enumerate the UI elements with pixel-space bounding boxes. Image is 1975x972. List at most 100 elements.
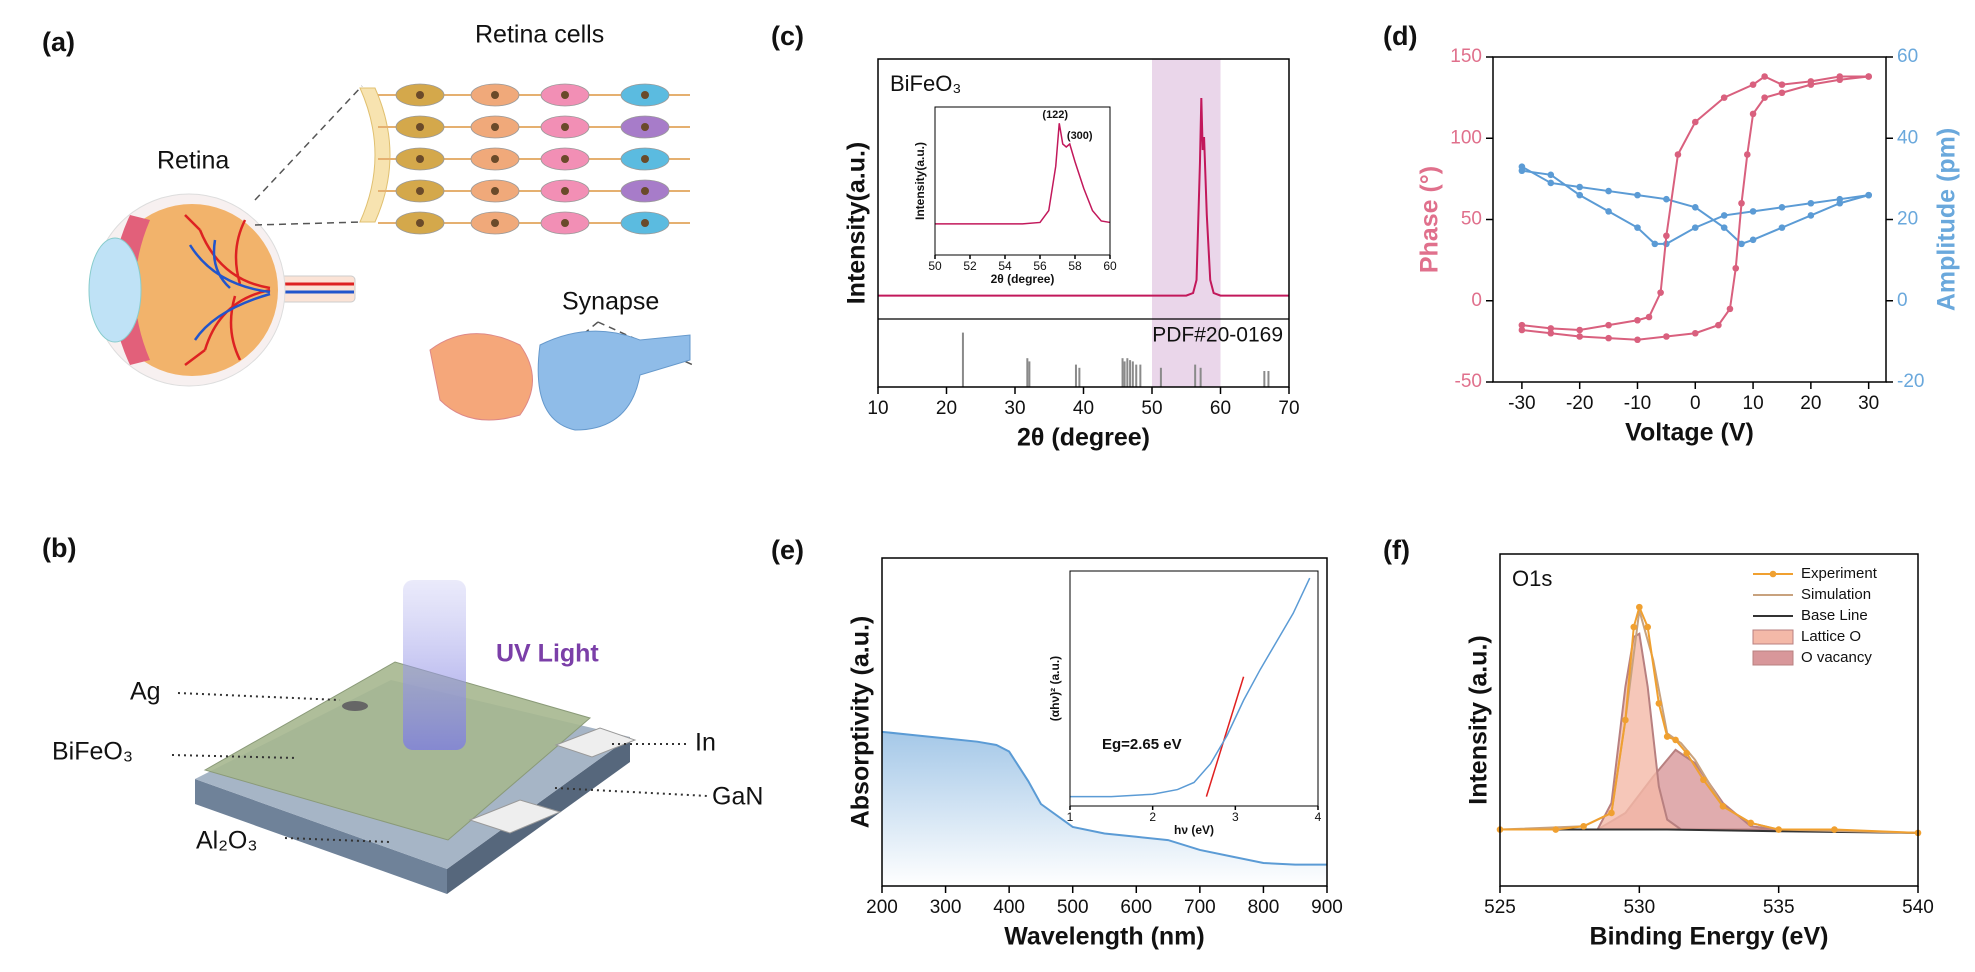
y2-tick-label: -20 [1897,371,1924,392]
plot-frame [1492,56,1887,383]
pre-synapse [429,333,533,421]
y-tick-label: 150 [1450,46,1482,67]
marker [1622,716,1629,724]
x-tick-label: 525 [1484,897,1516,918]
marker [1778,224,1786,231]
nucleus [561,187,569,195]
substrate-side [195,779,447,894]
marker [1738,199,1745,207]
y-axis-label: Intensity(a.u.) [843,142,871,305]
ag-electrode [342,701,368,711]
x-axis-label: Binding Energy (eV) [1590,923,1829,951]
label: BiFeO₃ [52,738,133,766]
marker [1518,321,1526,329]
x-tick-label: 600 [1120,897,1152,918]
label: Retina [157,147,229,175]
nucleus [641,155,649,163]
marker [1518,326,1526,334]
marker [1749,208,1757,215]
marker [1605,334,1612,342]
nucleus [491,155,499,163]
y-axis-label: Absorptivity (a.u.) [847,616,875,829]
marker [1743,151,1751,158]
x-tick-label: 10 [1743,393,1764,414]
eye [106,204,278,376]
marker [1547,325,1555,332]
marker [1778,81,1786,88]
marker [1749,110,1757,118]
marker [1738,240,1745,248]
marker [1831,826,1838,833]
marker [1518,167,1526,175]
x-axis-label: hν (eV) [1174,823,1214,837]
line [1521,169,1869,245]
y-axis-label: Phase (°) [1416,166,1444,273]
plot-frame [1069,570,1319,807]
x-tick-label: -20 [1566,393,1593,414]
zoom-line [254,85,363,226]
y-tick-label: 50 [1461,209,1482,230]
legend-label: Experiment [1801,565,1878,582]
marker [1732,264,1740,272]
marker [1663,232,1670,240]
marker [1630,623,1638,631]
legend-swatch [1752,650,1794,666]
line [1205,676,1245,797]
marker [1608,809,1615,817]
line [878,97,1289,297]
peak-label: (300) [1067,130,1093,142]
y-tick-label: -50 [1455,371,1482,392]
nucleus [491,219,499,227]
x-tick-label: 500 [1057,897,1089,918]
annotation: Eg=2.65 eV [1102,736,1182,753]
marker [1634,191,1641,199]
marker [1761,73,1768,80]
marker [1547,329,1555,337]
x-tick-label: 54 [998,259,1012,273]
x-tick-label: 300 [930,897,962,918]
x-tick-label: 10 [867,398,888,419]
x-tick-label: 535 [1763,897,1795,918]
post-synapse [537,330,691,431]
marker [1720,224,1728,231]
panel-label: (b) [42,533,76,563]
marker [1580,822,1587,830]
y-axis-label: (αhν)² (a.u.) [1048,656,1062,721]
marker [1747,819,1755,827]
y-axis-label: Intensity (a.u.) [1465,635,1493,804]
marker [1719,803,1727,810]
bifeo3-layer [203,661,592,841]
legend-label: O vacancy [1801,649,1872,666]
label: Ag [130,678,161,706]
x-tick-label: 200 [866,897,898,918]
in-electrode [468,799,562,834]
marker [1663,733,1671,740]
marker [1778,204,1786,211]
x-tick-label: 60 [1210,398,1231,419]
retina-layer [359,87,391,223]
leader [554,787,709,797]
annotation: O1s [1512,566,1552,591]
marker [1691,224,1699,231]
label: Synapse [562,288,659,316]
marker [1715,321,1722,329]
x-tick-label: 1 [1067,810,1074,824]
x-tick-label: -30 [1508,393,1535,414]
marker [1807,81,1815,88]
label: Retina cells [475,21,604,49]
x-tick-label: 50 [928,259,942,273]
nucleus [416,155,424,163]
nucleus [491,187,499,195]
marker [1547,179,1555,187]
x-tick-label: 800 [1248,897,1280,918]
panel-label: (d) [1383,21,1417,51]
marker [1720,94,1728,101]
x-tick-label: 3 [1232,810,1239,824]
legend-label: Simulation [1801,586,1871,603]
line [1500,828,1919,834]
x-tick-label: 70 [1278,398,1299,419]
legend-swatch [1752,629,1794,645]
x-axis-label: 2θ (degree) [1017,424,1150,452]
x-tick-label: 50 [1141,398,1162,419]
